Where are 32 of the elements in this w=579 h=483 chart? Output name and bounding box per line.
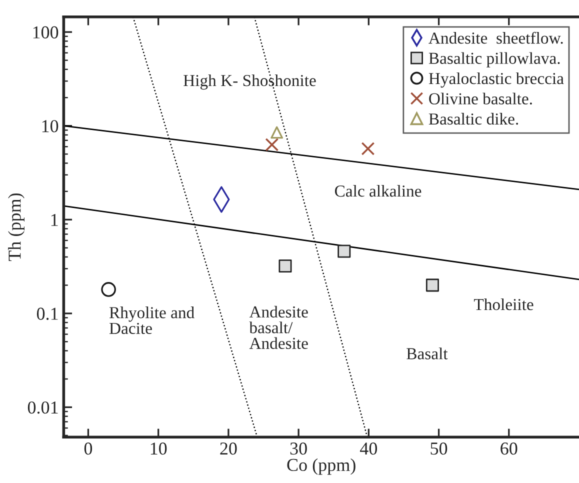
annotation: High K- Shoshonite (184, 74, 316, 90)
x-tick-label: 50 (430, 442, 448, 455)
x-tick-label: 0 (84, 442, 92, 455)
annotation: Calc alkaline (334, 184, 422, 197)
point (270, 126, 284, 139)
legend-label: Basaltic dike. (428, 112, 518, 125)
y-tick-label: 1 (51, 214, 58, 226)
legend-label: Basaltic pillowlava. (428, 52, 560, 68)
y-tick-label: 0.1 (36, 308, 58, 320)
x-tick-label: 60 (500, 442, 518, 455)
point (265, 138, 279, 152)
y-tick-label: 100 (33, 26, 58, 38)
point (101, 282, 116, 297)
x-axis-title: Co (ppm) (287, 458, 356, 475)
legend-label: Olivine basalte. (429, 92, 532, 105)
point (278, 260, 292, 273)
annotation: Tholeiite (474, 298, 534, 310)
annotation: Basalt (406, 348, 448, 360)
point (338, 244, 351, 258)
y-axis-title: Th (ppm) (8, 193, 24, 262)
legend-label: Andesite sheetflow. (428, 32, 563, 44)
x-tick-label: 40 (360, 442, 378, 455)
y-tick-label: 10 (42, 120, 58, 132)
x-tick-label: 20 (220, 442, 237, 455)
annotation: Rhyolite and Dacite (109, 306, 194, 334)
y-tick-label: 0.01 (28, 401, 58, 414)
annotation: Andesite basalt/ Andesite (249, 306, 308, 349)
x-tick-label: 30 (290, 442, 307, 455)
x-tick-label: 10 (150, 442, 167, 455)
legend-label: Hyaloclastic breccia (428, 72, 564, 88)
point (426, 278, 439, 292)
point (361, 142, 375, 156)
